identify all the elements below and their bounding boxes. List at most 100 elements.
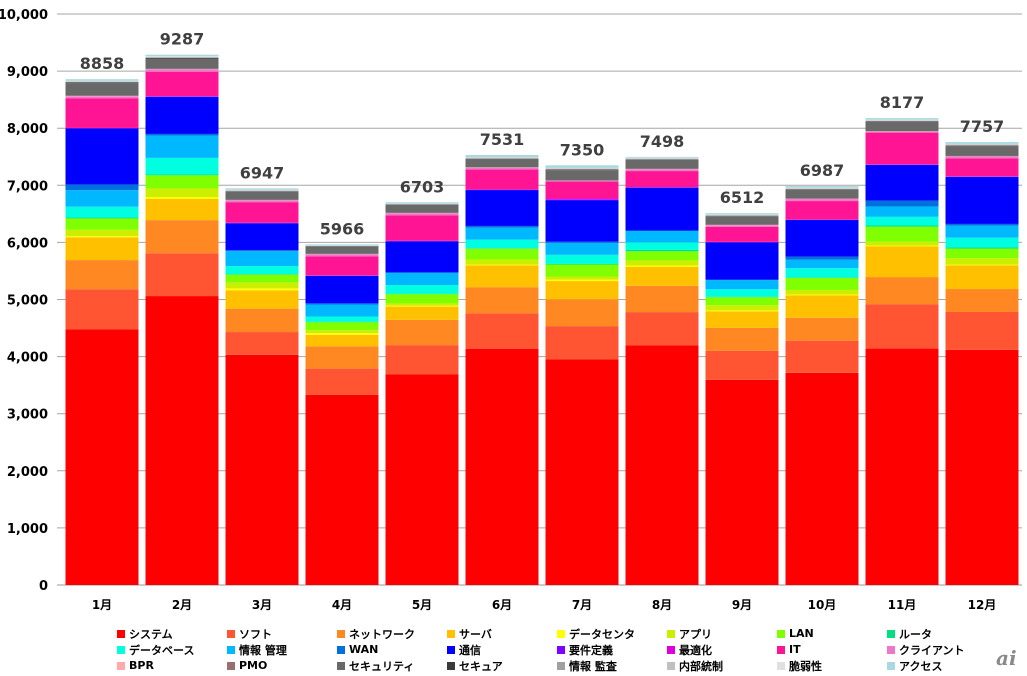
bar-stack: [305, 244, 379, 585]
total-label: 6987: [800, 161, 845, 180]
bar-segment: [465, 157, 539, 158]
legend-label: 情報 管理: [239, 643, 287, 657]
bar-segment: [945, 144, 1019, 146]
bar-segment: [305, 303, 379, 305]
bar-stack: [865, 118, 939, 585]
y-axis-ticks: 0 1,000 2,000 3,000 4,000 5,000 6,000 7,000 8,00…: [0, 8, 48, 594]
bar-segment: [305, 394, 379, 585]
bar-segment: [145, 188, 219, 198]
bar-segment: [785, 340, 859, 373]
bar-segment: [145, 199, 219, 221]
bar-segment: [465, 248, 539, 260]
bar-segment: [865, 277, 939, 305]
legend-swatch: [447, 661, 455, 670]
bar-segment: [225, 190, 299, 191]
legend-label: データセンタ: [569, 627, 635, 641]
bar-segment: [945, 176, 1019, 224]
bar-segment: [305, 246, 379, 247]
stacked-bar-chart: 0 1,000 2,000 3,000 4,000 5,000 6,000 7,000 8,00…: [0, 8, 1022, 612]
bar-segment: [65, 218, 139, 230]
bar-segment: [225, 274, 299, 275]
bar-segment: [785, 259, 859, 269]
bar-segment: [865, 119, 939, 121]
x-tick-label: 11月: [888, 598, 917, 612]
bar-segment: [785, 199, 859, 202]
legend-item: アクセス: [887, 658, 997, 673]
bar-segment: [785, 188, 859, 190]
bar-segment: [385, 272, 459, 286]
bar-segment: [225, 190, 299, 192]
bar-segment: [305, 304, 379, 317]
bar-segment: [145, 57, 219, 58]
bar-segment: [225, 308, 299, 333]
legend-item: 情報 管理: [227, 642, 337, 657]
bar-segment: [225, 282, 299, 289]
legend-label: IT: [789, 643, 801, 656]
bar-segment: [225, 354, 299, 585]
bar-segment: [65, 236, 139, 238]
y-tick-label: 9,000: [7, 65, 48, 80]
legend-item: ネットワーク: [337, 626, 447, 641]
total-label: 7531: [480, 130, 525, 149]
bar-segment: [225, 188, 299, 190]
bar-segment: [385, 303, 459, 306]
bar-segment: [65, 81, 139, 83]
bar-segment: [865, 120, 939, 122]
bar-segment: [945, 237, 1019, 248]
bar-segment: [145, 58, 219, 69]
legend-swatch: [447, 629, 455, 638]
x-tick-label: 9月: [732, 598, 752, 612]
bar-segment: [225, 251, 299, 267]
bar-segment: [865, 245, 939, 247]
bar-segment: [705, 225, 779, 227]
ai-logo: ai: [996, 646, 1017, 670]
x-tick-label: 5月: [412, 598, 432, 612]
total-label: 8858: [80, 54, 125, 73]
bar-segment: [945, 145, 1019, 147]
bar-segment: [385, 293, 459, 295]
bar-segment: [65, 217, 139, 219]
legend-label: LAN: [789, 627, 814, 640]
bar-segment: [625, 242, 699, 250]
bar-segment: [65, 82, 139, 84]
bar-stack: [65, 79, 139, 585]
bar-segment: [305, 256, 379, 276]
legend: システム ソフト ネットワーク サーバ データセンタ アプリ LAN ルータ データベース 情報 …: [117, 626, 977, 673]
bar-segment: [145, 54, 219, 57]
bar-segment: [545, 279, 619, 282]
bar-segment: [865, 132, 939, 165]
bar-stack: [705, 213, 779, 585]
legend-item: 情報 監査: [557, 658, 667, 673]
legend-label: 脆弱性: [789, 659, 822, 673]
legend-item: セキュリティ: [337, 658, 447, 673]
x-tick-label: 2月: [172, 598, 192, 612]
legend-label: 情報 監査: [569, 659, 617, 673]
bar-segment: [145, 296, 219, 585]
bar-stack: [945, 142, 1019, 585]
legend-swatch: [777, 629, 785, 638]
bar-stack: [545, 165, 619, 585]
total-label: 6947: [240, 163, 285, 182]
legend-label: セキュア: [459, 659, 503, 673]
total-label: 7350: [560, 140, 605, 159]
bar-segment: [385, 306, 459, 320]
bar-segment: [225, 288, 299, 291]
bar-segment: [385, 319, 459, 346]
total-label: 9287: [160, 30, 205, 49]
y-tick-label: 4,000: [7, 351, 48, 366]
legend-item: 最適化: [667, 642, 777, 657]
bar-segment: [545, 242, 619, 255]
bar-segment: [385, 241, 459, 273]
legend-swatch: [447, 645, 455, 654]
bar-segment: [865, 206, 939, 217]
bar-segment: [305, 321, 379, 323]
bar-segment: [65, 329, 139, 585]
bar-segment: [305, 330, 379, 334]
bar-segment: [145, 157, 219, 175]
y-tick-label: 3,000: [7, 408, 48, 423]
bar-segment: [305, 322, 379, 331]
bar-segment: [945, 247, 1019, 249]
bar-segment: [945, 158, 1019, 177]
bar-stack: [225, 188, 299, 585]
bar-segment: [625, 187, 699, 231]
